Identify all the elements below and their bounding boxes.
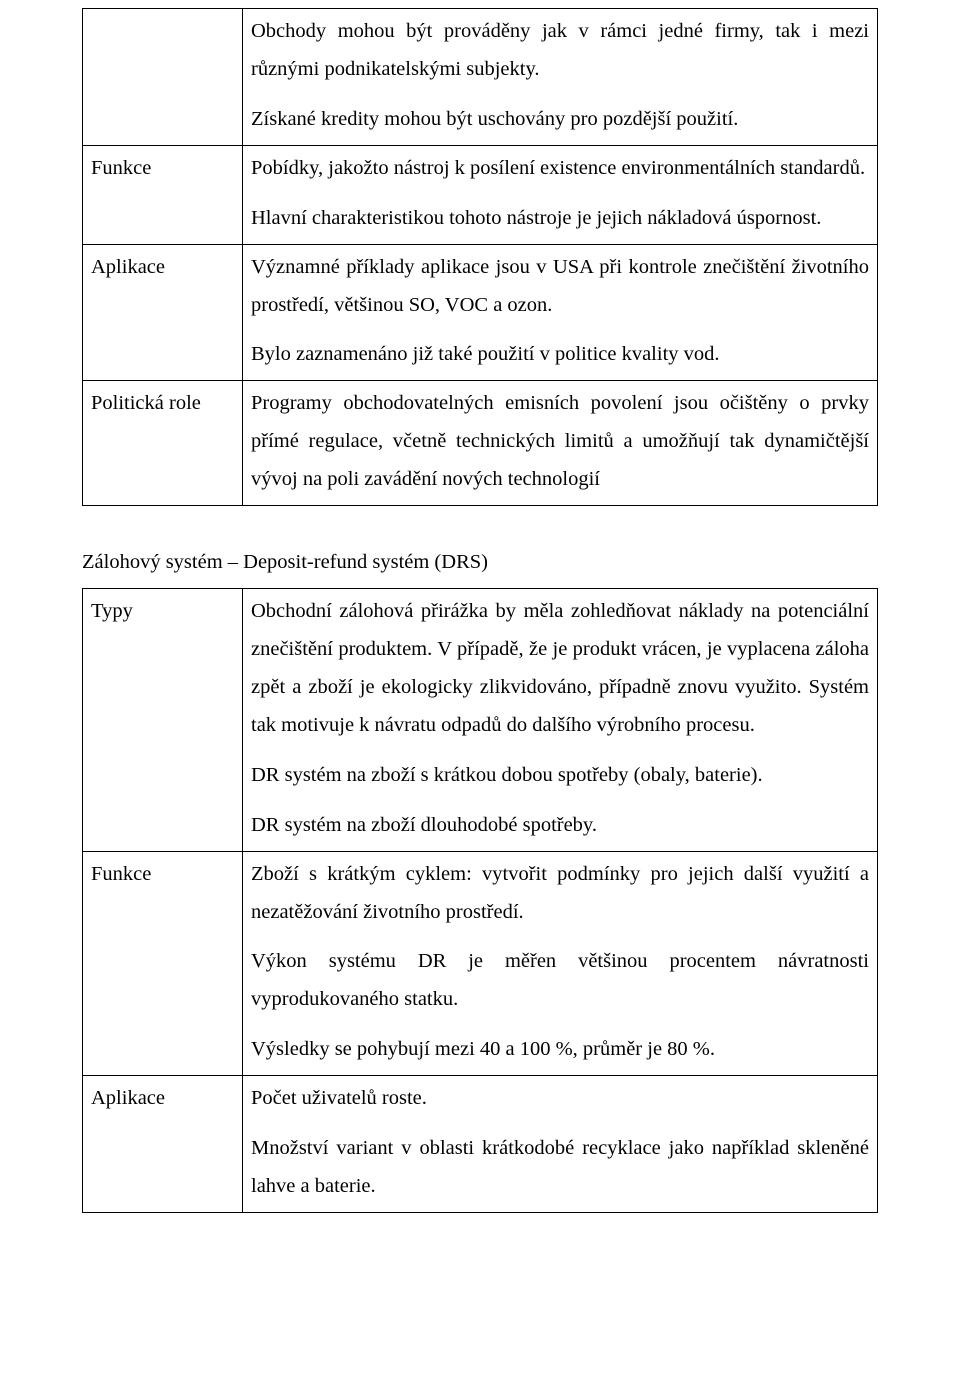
label-text: Aplikace bbox=[91, 1080, 234, 1118]
label-text: Funkce bbox=[91, 150, 234, 188]
paragraph: Významné příklady aplikace jsou v USA př… bbox=[251, 249, 869, 325]
label-text: Aplikace bbox=[91, 249, 234, 287]
table-row: Typy Obchodní zálohová přirážka by měla … bbox=[83, 589, 878, 852]
row-label: Funkce bbox=[83, 851, 243, 1076]
row-label: Funkce bbox=[83, 145, 243, 244]
row-label: Politická role bbox=[83, 381, 243, 506]
row-label bbox=[83, 9, 243, 146]
label-text: Funkce bbox=[91, 856, 234, 894]
document-page: Obchody mohou být prováděny jak v rámci … bbox=[0, 0, 960, 1382]
label-text: Politická role bbox=[91, 385, 234, 423]
row-content: Obchody mohou být prováděny jak v rámci … bbox=[243, 9, 878, 146]
paragraph: Pobídky, jakožto nástroj k posílení exis… bbox=[251, 150, 869, 188]
row-content: Obchodní zálohová přirážka by měla zohle… bbox=[243, 589, 878, 852]
row-content: Počet uživatelů roste. Množství variant … bbox=[243, 1076, 878, 1213]
paragraph: Obchody mohou být prováděny jak v rámci … bbox=[251, 13, 869, 89]
paragraph: DR systém na zboží dlouhodobé spotřeby. bbox=[251, 807, 869, 845]
label-text: Typy bbox=[91, 593, 234, 631]
paragraph: Výsledky se pohybují mezi 40 a 100 %, pr… bbox=[251, 1031, 869, 1069]
row-content: Významné příklady aplikace jsou v USA př… bbox=[243, 244, 878, 381]
table-row: Funkce Zboží s krátkým cyklem: vytvořit … bbox=[83, 851, 878, 1076]
row-label: Typy bbox=[83, 589, 243, 852]
paragraph: Zboží s krátkým cyklem: vytvořit podmínk… bbox=[251, 856, 869, 932]
table-row: Aplikace Významné příklady aplikace jsou… bbox=[83, 244, 878, 381]
table-row: Funkce Pobídky, jakožto nástroj k posíle… bbox=[83, 145, 878, 244]
row-content: Programy obchodovatelných emisních povol… bbox=[243, 381, 878, 506]
paragraph: Bylo zaznamenáno již také použití v poli… bbox=[251, 336, 869, 374]
table-row: Aplikace Počet uživatelů roste. Množství… bbox=[83, 1076, 878, 1213]
paragraph: Výkon systému DR je měřen většinou proce… bbox=[251, 943, 869, 1019]
table-row: Politická role Programy obchodovatelných… bbox=[83, 381, 878, 506]
row-label: Aplikace bbox=[83, 244, 243, 381]
row-label: Aplikace bbox=[83, 1076, 243, 1213]
paragraph: Získané kredity mohou být uschovány pro … bbox=[251, 101, 869, 139]
paragraph: Množství variant v oblasti krátkodobé re… bbox=[251, 1130, 869, 1206]
paragraph: Programy obchodovatelných emisních povol… bbox=[251, 385, 869, 499]
table-2: Typy Obchodní zálohová přirážka by měla … bbox=[82, 588, 878, 1213]
row-content: Zboží s krátkým cyklem: vytvořit podmínk… bbox=[243, 851, 878, 1076]
paragraph: Hlavní charakteristikou tohoto nástroje … bbox=[251, 200, 869, 238]
paragraph: Obchodní zálohová přirážka by měla zohle… bbox=[251, 593, 869, 745]
paragraph: Počet uživatelů roste. bbox=[251, 1080, 869, 1118]
section-heading: Zálohový systém – Deposit-refund systém … bbox=[82, 544, 878, 582]
row-content: Pobídky, jakožto nástroj k posílení exis… bbox=[243, 145, 878, 244]
paragraph: DR systém na zboží s krátkou dobou spotř… bbox=[251, 757, 869, 795]
table-row: Obchody mohou být prováděny jak v rámci … bbox=[83, 9, 878, 146]
table-1: Obchody mohou být prováděny jak v rámci … bbox=[82, 8, 878, 506]
